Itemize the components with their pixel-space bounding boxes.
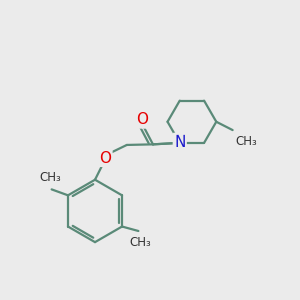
Text: N: N <box>174 134 185 149</box>
Text: CH₃: CH₃ <box>39 171 61 184</box>
Text: O: O <box>136 112 148 128</box>
Text: O: O <box>99 151 111 166</box>
Text: N: N <box>174 135 185 150</box>
Text: CH₃: CH₃ <box>129 236 151 249</box>
Text: CH₃: CH₃ <box>235 135 257 148</box>
